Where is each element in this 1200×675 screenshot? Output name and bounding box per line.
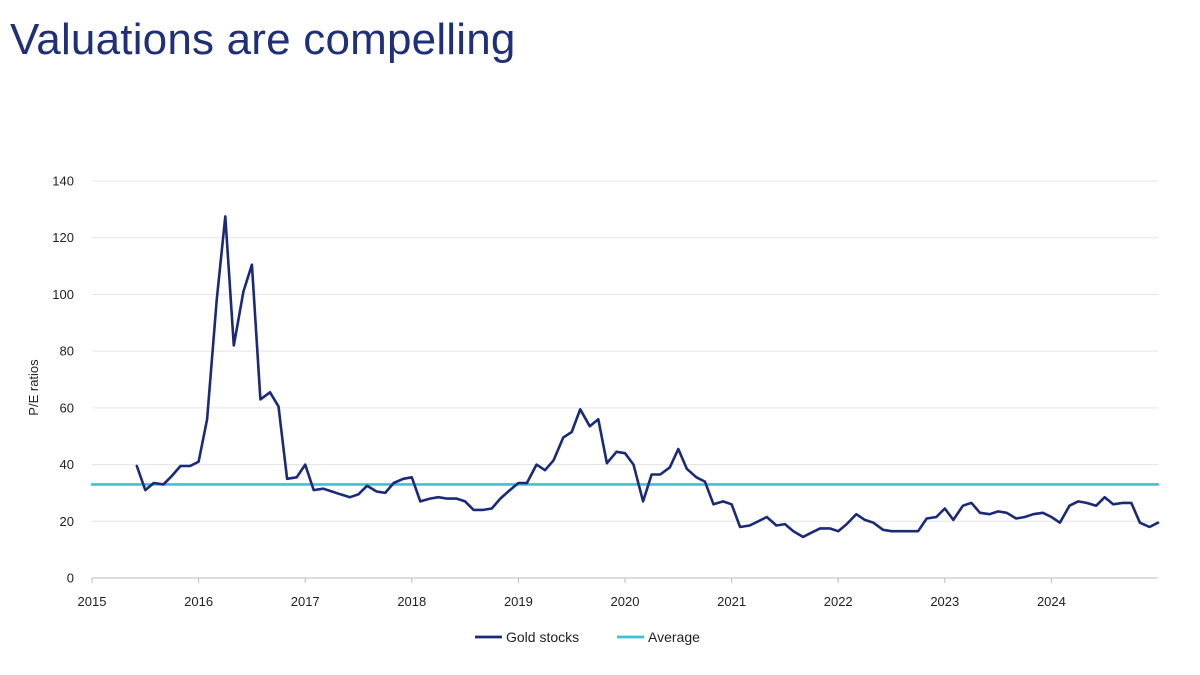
y-tick-100: 100	[52, 287, 74, 302]
series-group	[90, 215, 1160, 539]
x-tick-2018: 2018	[397, 594, 426, 609]
x-tick-2021: 2021	[717, 594, 746, 609]
y-tick-140: 140	[52, 174, 74, 189]
page-title: Valuations are compelling	[10, 15, 516, 64]
grid-lines	[92, 180, 1158, 522]
legend-label-1: Average	[648, 629, 700, 645]
x-tick-2023: 2023	[930, 594, 959, 609]
y-tick-80: 80	[60, 344, 74, 359]
x-tick-2024: 2024	[1037, 594, 1066, 609]
legend: Gold stocks Average	[475, 629, 700, 645]
y-tick-120: 120	[52, 230, 74, 245]
series-gold-stocks	[135, 215, 1160, 539]
y-tick-60: 60	[60, 400, 74, 415]
x-tick-2019: 2019	[504, 594, 533, 609]
x-tick-2017: 2017	[291, 594, 320, 609]
legend-label-0: Gold stocks	[506, 629, 579, 645]
y-tick-40: 40	[60, 457, 74, 472]
y-tick-20: 20	[60, 514, 74, 529]
x-axis-ticks: 2015 2016 2017 2018 2019 2020 2021 2022 2023 2024	[78, 578, 1066, 609]
y-tick-0: 0	[67, 571, 74, 586]
y-axis-ticks: 0 20 40 60 80 100 120 140	[52, 174, 74, 586]
x-tick-2015: 2015	[78, 594, 107, 609]
x-tick-2020: 2020	[611, 594, 640, 609]
x-tick-2022: 2022	[824, 594, 853, 609]
y-axis-label: P/E ratios	[26, 359, 41, 416]
x-tick-2016: 2016	[184, 594, 213, 609]
